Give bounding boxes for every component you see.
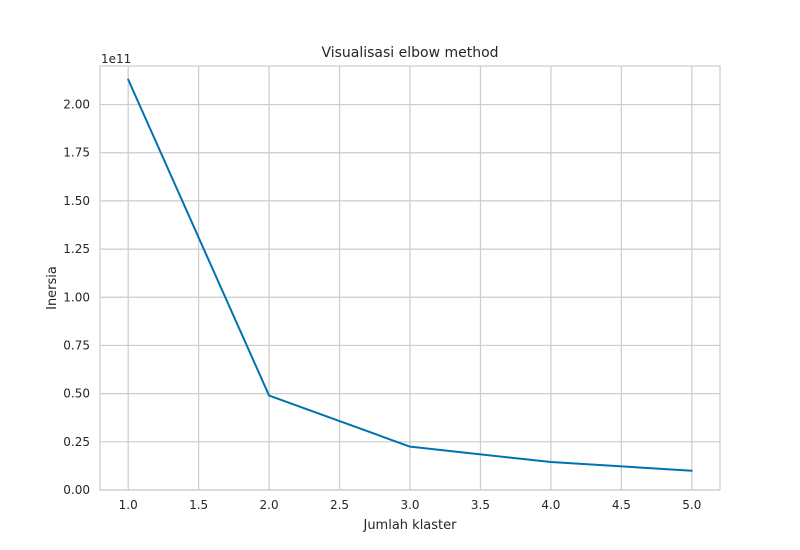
grid-layer — [100, 66, 720, 491]
x-tick-labels: 1.0 1.5 2.0 2.5 3.0 3.5 4.0 4.5 5.0 — [119, 498, 702, 512]
y-axis-label: Inersia — [45, 266, 60, 310]
x-tick-label: 3.5 — [471, 498, 490, 512]
x-axis-label: Jumlah klaster — [362, 518, 457, 533]
x-tick-label: 1.0 — [119, 498, 138, 512]
x-tick-label: 4.0 — [541, 498, 560, 512]
x-tick-label: 5.0 — [682, 498, 701, 512]
y-tick-label: 1.50 — [63, 194, 90, 208]
series-layer — [127, 78, 693, 472]
x-tick-label: 2.0 — [260, 498, 279, 512]
y-tick-label: 1.75 — [63, 146, 90, 160]
x-tick-label: 1.5 — [189, 498, 208, 512]
y-tick-label: 0.00 — [63, 483, 90, 497]
x-tick-label: 2.5 — [330, 498, 349, 512]
y-tick-label: 2.00 — [63, 98, 90, 112]
y-tick-label: 0.75 — [63, 338, 90, 352]
y-axis-scale-label: 1e11 — [101, 52, 131, 66]
y-tick-label: 0.50 — [63, 387, 90, 401]
inertia-series-line — [127, 78, 693, 472]
y-tick-label: 1.25 — [63, 242, 90, 256]
x-tick-label: 4.5 — [612, 498, 631, 512]
plot-frame — [99, 65, 721, 491]
x-tick-label: 3.0 — [400, 498, 419, 512]
chart-title: Visualisasi elbow method — [321, 45, 498, 61]
y-tick-labels: 0.00 0.25 0.50 0.75 1.00 1.25 1.50 1.75 2.00 — [63, 98, 90, 497]
y-tick-label: 1.00 — [63, 290, 90, 304]
y-tick-label: 0.25 — [63, 435, 90, 449]
